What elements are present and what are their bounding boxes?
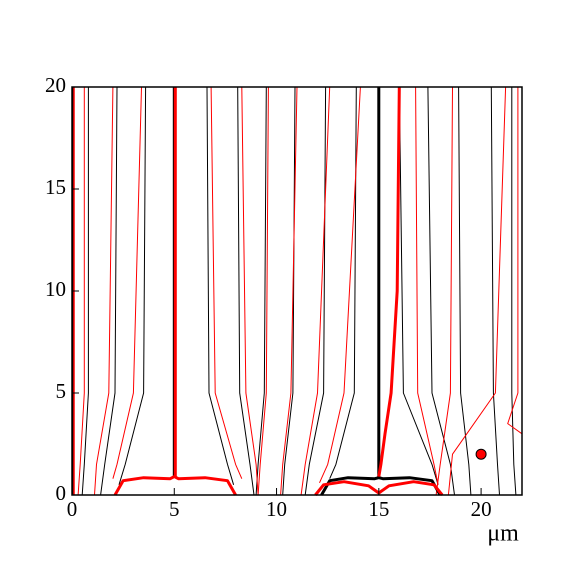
y-tick-label: 10 <box>45 277 66 301</box>
field-line <box>118 86 147 485</box>
y-tick-label: 20 <box>45 73 66 97</box>
x-tick-label: 0 <box>67 497 78 521</box>
field-line <box>280 86 298 496</box>
field-line <box>447 86 507 496</box>
field-line <box>77 87 85 496</box>
x-tick-label: 15 <box>368 497 389 521</box>
field-line <box>507 87 523 435</box>
field-line <box>398 86 439 485</box>
field-line <box>490 86 500 496</box>
x-tick-label: 10 <box>266 497 287 521</box>
x-tick-label: 5 <box>169 497 180 521</box>
field-line <box>257 86 269 496</box>
field-line <box>511 87 517 496</box>
field-line <box>94 86 114 496</box>
marker-point <box>475 448 487 460</box>
field-line <box>304 86 327 496</box>
y-tick-label: 15 <box>45 175 66 199</box>
x-axis-label: μm <box>487 521 519 547</box>
field-line <box>206 86 235 485</box>
field-line <box>427 86 455 496</box>
field-line <box>377 86 401 477</box>
field-line <box>300 86 331 496</box>
field-line <box>415 86 439 485</box>
field-line <box>241 86 259 496</box>
y-tick-label: 0 <box>56 481 67 505</box>
field-line <box>100 86 118 496</box>
field-line <box>237 86 255 496</box>
y-tick-label: 5 <box>56 379 67 403</box>
field-line <box>320 476 442 496</box>
field-line <box>458 86 472 496</box>
field-line <box>255 86 267 496</box>
x-tick-label: 20 <box>471 497 492 521</box>
field-line <box>81 87 89 496</box>
field-line <box>113 475 237 496</box>
field-line <box>210 86 243 479</box>
field-line <box>435 86 453 496</box>
field-line <box>319 86 361 484</box>
field-line <box>112 86 142 479</box>
field-line <box>329 86 357 479</box>
